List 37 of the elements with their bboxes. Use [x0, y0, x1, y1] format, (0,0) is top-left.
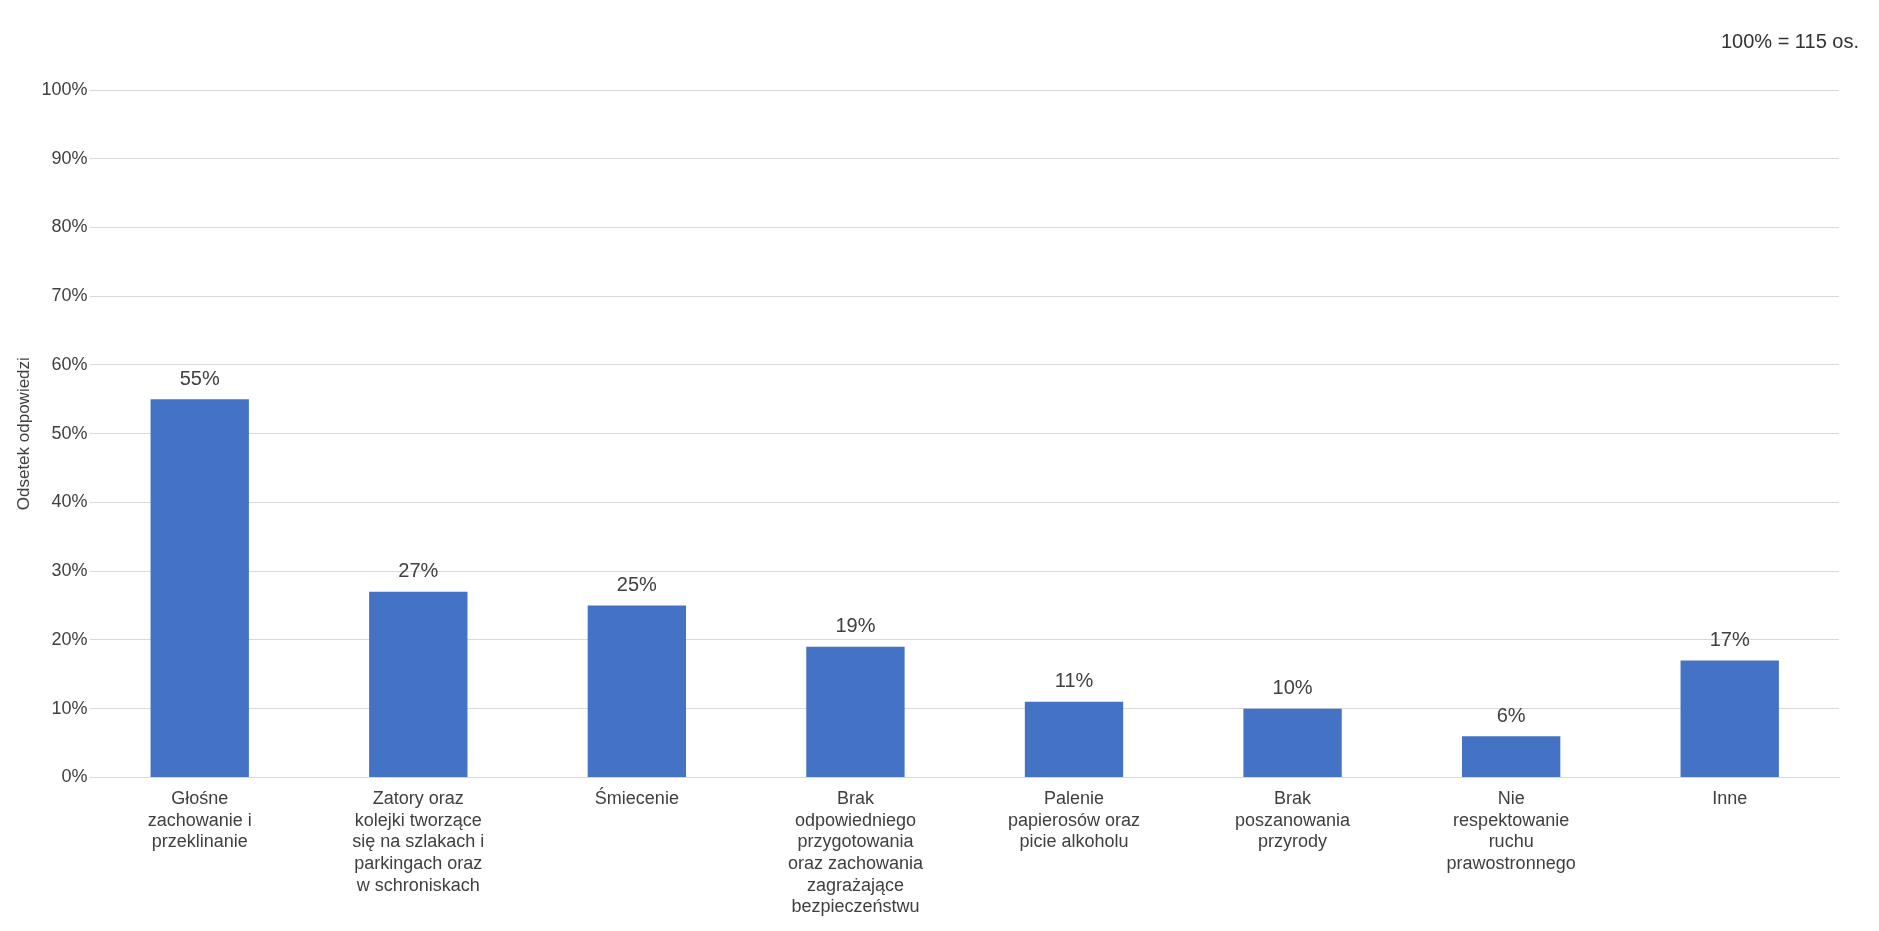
x-tick-label: Głośne zachowanie i przeklinanie	[147, 788, 252, 852]
text: 100% = 115 os.	[1720, 30, 1859, 53]
y-tick-label: 20%	[51, 628, 88, 649]
bar	[369, 591, 468, 777]
x-tick-label: Zatory oraz kolejki tworzące się na szlakach i parkingach oraz w schroniskach	[352, 788, 485, 895]
bar	[1680, 660, 1779, 777]
x-tick-label: Śmiecenie	[594, 787, 679, 809]
bar	[1243, 708, 1342, 777]
data-label: 55%	[179, 366, 220, 389]
y-tick-label: 30%	[51, 560, 88, 581]
x-tick-label: Palenie papierosów oraz picie alkoholu	[1007, 788, 1141, 852]
bar	[587, 605, 687, 777]
y-tick-label: 10%	[51, 697, 88, 718]
data-label: 19%	[835, 614, 876, 637]
data-label: 17%	[1709, 628, 1750, 651]
y-tick-label: 0%	[61, 766, 88, 787]
y-tick-label: 60%	[51, 353, 88, 374]
y-tick-label: 90%	[51, 147, 88, 168]
data-label: 6%	[1496, 703, 1526, 726]
x-tick-label: Inne	[1712, 788, 1748, 809]
y-tick-label: 40%	[51, 491, 88, 512]
data-label: 11%	[1054, 669, 1094, 692]
bar	[806, 646, 905, 777]
data-label: 10%	[1272, 676, 1313, 699]
x-tick-label: Brak odpowiedniego przygotowania oraz zachowania zagrażające bezpieczeństwu	[787, 788, 924, 917]
x-tick-label: Nie respektowanie ruchu prawostronnego	[1446, 788, 1576, 873]
x-tick-label: Brak poszanowania przyrody	[1235, 788, 1352, 852]
y-tick-label: 50%	[51, 422, 88, 443]
data-label: 27%	[398, 559, 439, 582]
y-tick-label: 70%	[51, 285, 88, 306]
y-axis-title: Odsetek odpowiedzi	[13, 357, 33, 511]
bar	[1024, 701, 1124, 777]
data-label: 25%	[616, 573, 658, 596]
bar	[150, 399, 249, 777]
y-tick-label: 100%	[41, 78, 88, 99]
y-tick-label: 80%	[51, 216, 88, 237]
bar	[1461, 736, 1561, 777]
